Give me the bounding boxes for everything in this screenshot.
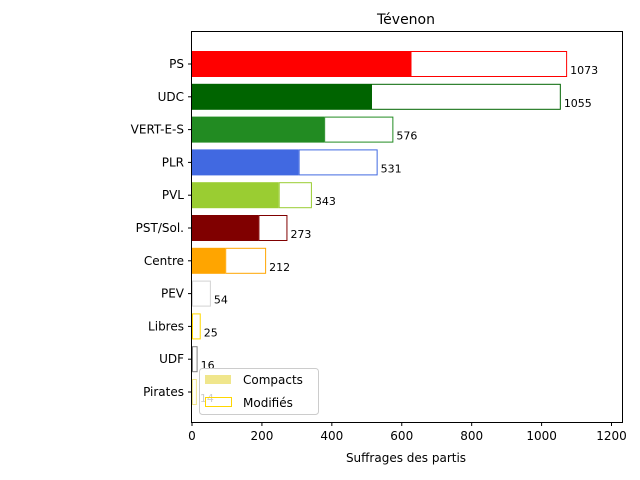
y-tick-label-pev: PEV	[161, 287, 185, 301]
bar-compacts-pst-sol	[192, 215, 259, 241]
bar-modifies-vert-e-s	[324, 116, 394, 143]
y-tick-label-plr: PLR	[162, 155, 184, 169]
bar-compacts-plr	[192, 149, 299, 176]
bar-modifies-pvl	[278, 182, 312, 209]
bars-group	[192, 51, 568, 405]
bar-compacts-vert-e-s	[192, 116, 325, 143]
y-tick-label-libres: Libres	[148, 319, 184, 333]
value-label-ps: 1073	[570, 64, 598, 77]
x-tick-label-1200: 1200	[596, 429, 627, 443]
bar-modifies-udf	[192, 346, 198, 373]
bar-compacts-centre	[192, 247, 226, 274]
bar-modifies-pst-sol	[258, 215, 288, 241]
value-label-libres: 25	[204, 326, 218, 339]
bar-modifies-pirates	[192, 379, 197, 405]
x-tick-label-1000: 1000	[526, 429, 557, 443]
value-label-pst-sol: 273	[290, 228, 311, 241]
x-tick-label-800: 800	[460, 429, 483, 443]
x-tick-label-0: 0	[188, 429, 196, 443]
value-label-centre: 212	[269, 261, 290, 274]
bar-modifies-pev	[192, 280, 211, 307]
bar-modifies-centre	[225, 247, 267, 274]
y-axis: PS UDC VERT-E-S PLR PVL PST/Sol. Centre PEV Libr…	[131, 57, 192, 399]
y-tick-label-pst-sol: PST/Sol.	[136, 221, 184, 235]
plot-frame	[191, 31, 623, 423]
legend-swatch-modifies	[205, 397, 232, 407]
x-axis: 0 200 400 600 800 1000 1200	[188, 422, 627, 443]
value-label-plr: 531	[381, 162, 402, 175]
y-tick-label-pvl: PVL	[162, 188, 184, 202]
legend-swatch-compacts	[205, 375, 231, 384]
value-label-udc: 1055	[564, 97, 592, 110]
bar-compacts-udc	[192, 83, 371, 110]
y-tick-label-vert-e-s: VERT-E-S	[131, 123, 184, 137]
bar-compacts-pvl	[192, 182, 279, 209]
y-tick-label-pirates: Pirates	[143, 385, 184, 399]
value-label-vert-e-s: 576	[396, 130, 417, 143]
bar-modifies-plr	[298, 149, 378, 176]
chart-title: Tévenon	[376, 12, 435, 28]
x-axis-title: Suffrages des partis	[346, 451, 466, 465]
legend-label-compacts: Compacts	[243, 373, 303, 387]
bar-modifies-libres	[192, 313, 201, 340]
y-tick-label-centre: Centre	[144, 254, 184, 268]
legend: Compacts Modifiés	[199, 368, 319, 415]
y-tick-label-ps: PS	[169, 57, 184, 71]
bar-modifies-udc	[370, 83, 561, 110]
x-tick-label-400: 400	[320, 429, 343, 443]
y-tick-label-udc: UDC	[158, 90, 184, 104]
x-tick-label-600: 600	[390, 429, 413, 443]
x-tick-label-200: 200	[250, 429, 273, 443]
value-label-pvl: 343	[315, 195, 336, 208]
bar-modifies-ps	[410, 51, 568, 77]
y-tick-label-udf: UDF	[159, 352, 184, 366]
value-label-pev: 54	[214, 294, 228, 307]
legend-label-modifies: Modifiés	[243, 396, 293, 410]
bar-compacts-ps	[192, 51, 411, 77]
value-labels-group: 1073105557653134327321254251614	[200, 64, 598, 405]
